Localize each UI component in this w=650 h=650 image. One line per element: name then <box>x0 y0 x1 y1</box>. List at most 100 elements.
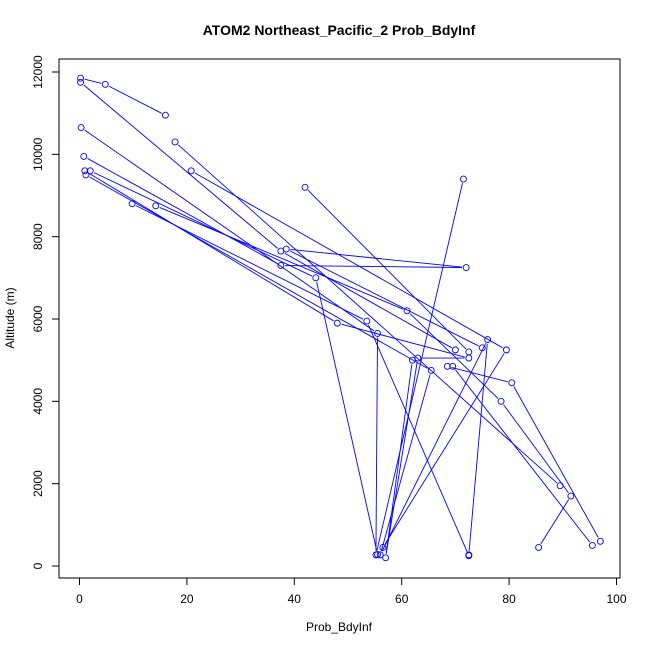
data-point <box>277 262 285 269</box>
series-13 <box>443 362 604 545</box>
series-line-segment <box>376 183 463 551</box>
data-point <box>408 356 416 364</box>
data-point <box>508 379 516 387</box>
y-tick-label: 4000 <box>31 388 45 415</box>
data-point <box>161 111 169 119</box>
series-4 <box>187 167 510 551</box>
series-line-segment <box>84 78 102 84</box>
series-line-segment <box>84 129 375 332</box>
series-line-segment <box>385 362 418 554</box>
data-point <box>567 492 575 500</box>
series-line-segment <box>381 343 487 552</box>
data-point <box>443 362 451 370</box>
series-line-segment <box>284 252 452 349</box>
data-point <box>77 78 85 86</box>
data-point <box>484 336 492 344</box>
data-point <box>363 317 371 325</box>
y-tick-label: 10000 <box>31 137 45 171</box>
data-point <box>301 183 309 191</box>
data-point <box>403 307 411 315</box>
series-line-segment <box>83 84 278 249</box>
data-point <box>588 541 596 549</box>
data-point <box>535 544 543 551</box>
series-7 <box>81 167 473 562</box>
series-line-segment <box>380 374 431 551</box>
series-8 <box>80 152 486 352</box>
series-line-segment <box>409 313 499 399</box>
x-axis-label: Prob_BdyInf <box>306 620 373 634</box>
series-line-segment <box>316 281 378 551</box>
y-tick-label: 2000 <box>31 470 45 497</box>
data-point <box>376 551 384 559</box>
data-point <box>465 348 473 356</box>
series-line-segment <box>87 158 278 264</box>
x-tick-label: 100 <box>606 592 626 606</box>
series-line-segment <box>159 206 404 310</box>
data-point <box>449 362 457 370</box>
data-point <box>462 264 470 271</box>
series-6 <box>301 183 473 356</box>
data-point <box>596 537 604 545</box>
series-line-segment <box>451 366 508 383</box>
data-point <box>77 124 85 132</box>
series-line-segment <box>454 369 591 543</box>
series-line-segment <box>289 250 479 347</box>
data-point <box>374 551 381 558</box>
y-tick-label: 6000 <box>31 305 45 332</box>
series-11 <box>152 202 575 551</box>
series-line-segment <box>89 176 428 369</box>
series-line-segment <box>194 172 503 349</box>
series-5 <box>77 124 467 559</box>
series-1 <box>77 74 169 119</box>
series-9 <box>86 167 381 558</box>
y-axis: 0 2000 4000 6000 8000 10000 12000 <box>31 55 60 569</box>
data-point <box>451 346 459 354</box>
x-tick-label: 80 <box>502 592 516 606</box>
series-line-segment <box>177 144 558 484</box>
series-line-segment <box>307 189 467 350</box>
series-line-segment <box>503 404 569 493</box>
data-point <box>465 551 473 559</box>
series-12 <box>82 171 492 559</box>
series-3 <box>171 138 564 490</box>
series-line-segment <box>513 386 599 538</box>
x-tick-label: 40 <box>288 592 302 606</box>
series-line-segment <box>108 85 162 114</box>
x-tick-label: 60 <box>395 592 409 606</box>
series-line-segment <box>368 324 468 553</box>
data-point <box>82 171 90 179</box>
chart-title: ATOM2 Northeast_Pacific_2 Prob_BdyInf <box>203 22 476 38</box>
data-point <box>382 554 390 562</box>
series-line-segment <box>285 265 462 268</box>
series-layer <box>77 74 604 562</box>
x-axis: 0 20 40 60 80 100 <box>76 577 627 606</box>
data-point <box>497 397 505 405</box>
y-tick-label: 8000 <box>31 223 45 250</box>
data-point <box>101 80 109 88</box>
data-point <box>333 319 341 327</box>
x-tick-label: 20 <box>180 592 194 606</box>
data-point <box>128 200 136 208</box>
series-line-segment <box>93 172 313 277</box>
data-point <box>427 367 435 374</box>
series-line-segment <box>385 364 413 554</box>
data-point <box>502 346 510 354</box>
series-line-segment <box>88 172 334 322</box>
series-line-segment <box>468 343 488 551</box>
y-tick-label: 12000 <box>31 55 45 89</box>
x-tick-label: 0 <box>76 592 83 606</box>
data-point <box>80 152 88 160</box>
data-point <box>282 245 290 253</box>
data-point <box>77 74 85 82</box>
data-point <box>86 167 94 175</box>
data-point <box>465 354 473 362</box>
series-line-segment <box>290 248 463 268</box>
series-2 <box>77 78 459 354</box>
data-point <box>81 167 89 175</box>
y-tick-label: 0 <box>31 562 45 569</box>
series-line-segment <box>375 337 378 551</box>
data-point <box>460 175 467 183</box>
data-point <box>152 202 160 210</box>
y-axis-label: Altitude (m) <box>3 287 17 348</box>
